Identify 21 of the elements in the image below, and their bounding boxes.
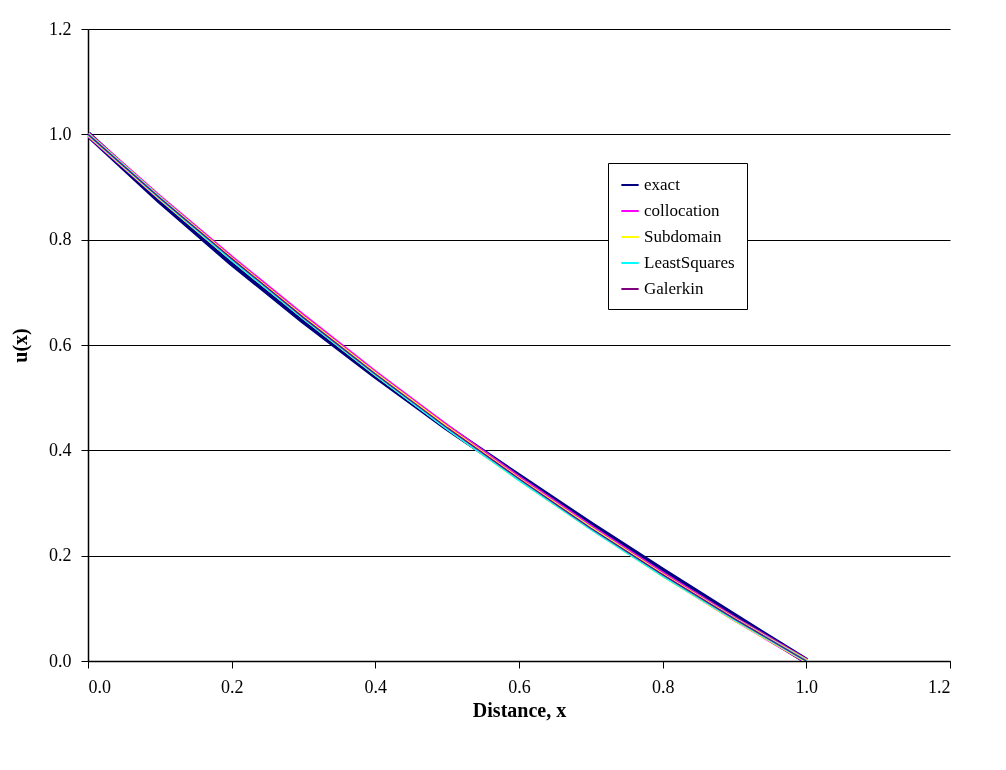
y-tick-label: 0.4 xyxy=(49,439,72,460)
x-tick-label: 0.4 xyxy=(364,676,388,697)
x-axis-title: Distance, x xyxy=(472,698,567,721)
y-tick-label: 1.2 xyxy=(49,18,72,39)
x-tick-label: 0.0 xyxy=(88,676,111,697)
legend-label: Galerkin xyxy=(644,279,704,298)
y-tick-label: 0.0 xyxy=(49,650,72,671)
x-tick-label: 1.0 xyxy=(795,676,819,697)
y-tick-label: 0.6 xyxy=(49,334,72,355)
x-tick-label: 0.8 xyxy=(651,676,675,697)
legend-label: exact xyxy=(644,175,681,194)
legend-label: Subdomain xyxy=(644,227,722,246)
legend-label: collocation xyxy=(644,201,721,220)
y-axis-title: u(x) xyxy=(9,328,32,363)
x-tick-label: 0.6 xyxy=(508,676,531,697)
y-tick-label: 0.8 xyxy=(49,229,72,250)
x-tick-label: 0.2 xyxy=(220,676,244,697)
legend-label: LeastSquares xyxy=(644,253,735,272)
y-tick-label: 1.0 xyxy=(49,123,72,144)
y-tick-label: 0.2 xyxy=(49,545,72,566)
x-tick-label: 1.2 xyxy=(928,676,951,697)
